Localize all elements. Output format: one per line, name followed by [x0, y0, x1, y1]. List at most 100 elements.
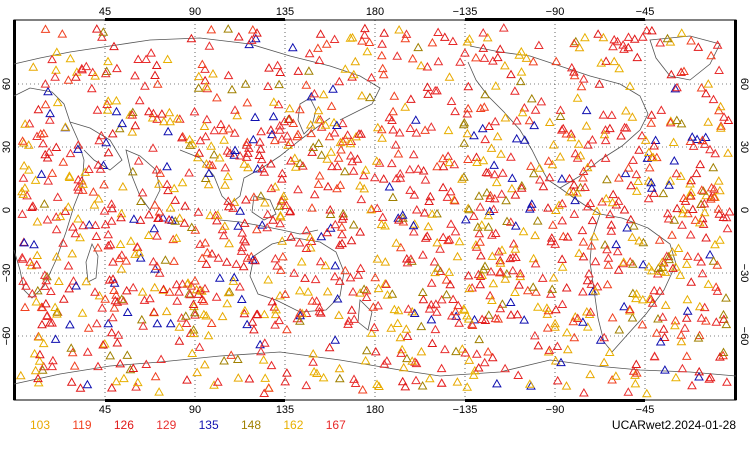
- station-triangle: [323, 181, 333, 191]
- station-triangle: [63, 75, 74, 84]
- station-triangle: [206, 24, 217, 34]
- station-triangle: [150, 200, 160, 209]
- station-triangle: [148, 108, 159, 118]
- station-triangle: [92, 105, 103, 114]
- station-triangle: [474, 334, 485, 344]
- station-triangle: [662, 208, 673, 218]
- station-triangle: [601, 193, 612, 203]
- station-triangle: [619, 204, 630, 214]
- station-triangle: [675, 270, 686, 279]
- station-triangle: [206, 318, 217, 327]
- station-triangle: [420, 175, 431, 184]
- coast-borneo: [251, 195, 277, 221]
- station-triangle: [318, 372, 329, 382]
- station-triangle: [397, 210, 408, 219]
- station-triangle: [146, 48, 156, 57]
- station-triangle: [246, 35, 257, 44]
- station-triangle: [193, 83, 204, 92]
- station-triangle: [41, 298, 51, 308]
- station-triangle: [223, 201, 234, 211]
- station-triangle: [103, 240, 114, 250]
- station-triangle: [65, 148, 76, 158]
- station-triangle: [107, 128, 118, 138]
- station-triangle: [649, 188, 659, 197]
- station-triangle: [320, 260, 331, 270]
- station-triangle: [322, 227, 333, 237]
- station-triangle: [486, 266, 496, 276]
- station-triangle: [276, 196, 287, 205]
- station-triangle: [54, 276, 64, 285]
- station-triangle: [454, 318, 464, 327]
- station-triangle: [162, 161, 172, 171]
- station-triangle: [113, 330, 124, 339]
- station-triangle: [401, 324, 412, 333]
- station-triangle: [47, 168, 58, 177]
- station-triangle: [530, 330, 540, 340]
- station-triangle: [671, 372, 681, 382]
- station-triangle: [711, 317, 722, 326]
- station-triangle: [510, 244, 521, 253]
- station-triangle: [694, 217, 705, 227]
- station-triangle: [230, 105, 240, 114]
- station-triangle: [487, 230, 497, 239]
- station-triangle: [127, 127, 138, 136]
- station-triangle: [157, 109, 167, 118]
- station-triangle: [662, 33, 673, 43]
- station-triangle: [629, 34, 640, 43]
- station-triangle: [619, 301, 629, 311]
- station-triangle: [664, 180, 674, 189]
- station-triangle: [601, 56, 611, 65]
- station-triangle: [528, 282, 539, 291]
- station-triangle: [569, 209, 580, 218]
- station-triangle: [181, 318, 192, 327]
- station-triangle: [708, 256, 719, 265]
- station-triangle: [441, 275, 452, 284]
- station-triangle: [384, 181, 395, 191]
- station-triangle: [93, 242, 103, 252]
- station-triangle: [413, 42, 424, 52]
- station-triangle: [646, 110, 657, 119]
- station-triangle: [696, 185, 707, 194]
- station-triangle: [659, 332, 670, 341]
- station-triangle: [209, 149, 219, 159]
- station-triangle: [366, 328, 377, 337]
- station-triangle: [566, 129, 576, 138]
- station-triangle: [424, 373, 435, 383]
- station-triangle: [709, 184, 719, 193]
- station-triangle: [337, 238, 347, 248]
- legend-item-135: 135: [198, 418, 219, 432]
- station-triangle: [107, 312, 118, 322]
- station-triangle: [514, 50, 525, 59]
- station-triangle: [676, 330, 687, 339]
- station-triangle: [200, 283, 210, 293]
- station-triangle: [463, 81, 474, 91]
- station-triangle: [579, 387, 589, 397]
- station-triangle: [444, 234, 455, 244]
- station-triangle: [603, 253, 614, 262]
- station-triangle: [681, 351, 692, 360]
- station-triangle: [663, 213, 674, 223]
- station-triangle: [697, 268, 708, 278]
- station-triangle: [313, 43, 323, 52]
- station-triangle: [239, 159, 250, 168]
- station-triangle: [187, 348, 198, 357]
- station-triangle: [20, 183, 30, 192]
- station-triangle: [495, 44, 506, 53]
- station-triangle: [407, 306, 418, 316]
- station-triangle: [578, 74, 589, 83]
- station-triangle: [718, 212, 729, 221]
- station-triangle: [510, 287, 520, 296]
- station-triangle: [333, 153, 344, 162]
- station-triangle: [377, 39, 387, 48]
- station-triangle: [243, 162, 253, 172]
- station-triangle: [264, 63, 274, 72]
- station-triangle: [128, 282, 139, 292]
- station-triangle: [387, 289, 398, 298]
- station-triangle: [362, 46, 373, 56]
- station-triangle: [507, 173, 518, 182]
- station-triangle: [334, 76, 345, 86]
- station-triangle: [151, 164, 162, 174]
- station-triangle: [400, 381, 411, 391]
- station-triangle: [521, 53, 532, 62]
- station-triangle: [703, 79, 714, 88]
